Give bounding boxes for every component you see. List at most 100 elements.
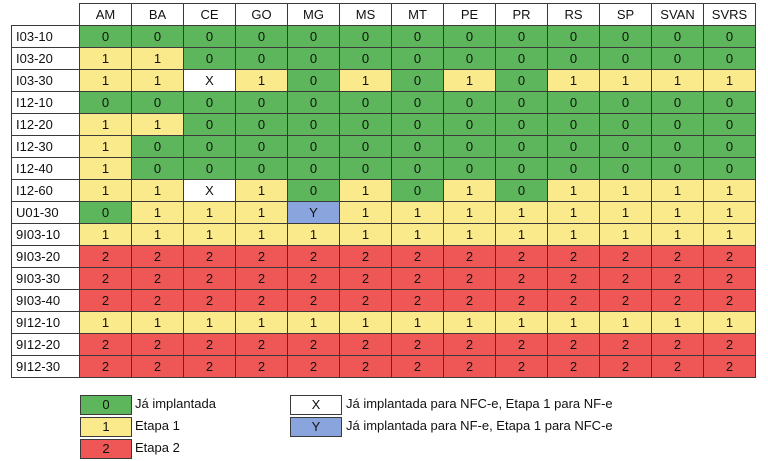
status-cell: 0 [183, 113, 236, 136]
status-cell: 0 [131, 25, 184, 48]
row-label: I12-10 [11, 91, 80, 114]
status-cell: 0 [703, 157, 756, 180]
status-cell: 2 [443, 355, 496, 378]
status-cell: 2 [651, 245, 704, 268]
status-cell: 0 [391, 135, 444, 158]
status-cell: 1 [339, 69, 392, 92]
status-cell: 2 [599, 267, 652, 290]
status-cell: 0 [339, 47, 392, 70]
status-cell: 2 [495, 355, 548, 378]
status-cell: 0 [339, 25, 392, 48]
status-cell: 2 [703, 245, 756, 268]
status-cell: 2 [131, 267, 184, 290]
status-cell: 0 [287, 91, 340, 114]
status-cell: 2 [183, 289, 236, 312]
status-cell: 2 [651, 355, 704, 378]
status-cell: 1 [651, 311, 704, 334]
column-header: BA [131, 3, 184, 26]
status-cell: 0 [495, 47, 548, 70]
status-cell: 1 [235, 311, 288, 334]
status-cell: 2 [79, 245, 132, 268]
status-cell: 2 [547, 289, 600, 312]
row-label: 9I12-30 [11, 355, 80, 378]
status-cell: 1 [547, 311, 600, 334]
status-cell: 1 [79, 157, 132, 180]
status-cell: 0 [339, 135, 392, 158]
status-cell: 0 [339, 157, 392, 180]
status-cell: 2 [235, 333, 288, 356]
status-cell: 0 [287, 135, 340, 158]
status-cell: 1 [131, 201, 184, 224]
table-row: 9I03-10 1 1 1 1 1 1 1 1 1 1 1 1 1 [11, 223, 756, 246]
status-cell: 0 [599, 47, 652, 70]
row-label: 9I03-10 [11, 223, 80, 246]
status-cell: 0 [443, 25, 496, 48]
status-cell: 2 [391, 289, 444, 312]
status-cell: 0 [443, 157, 496, 180]
status-cell: 0 [183, 47, 236, 70]
legend-swatch-y: Y [290, 417, 342, 437]
status-cell: 0 [703, 113, 756, 136]
row-label: 9I03-20 [11, 245, 80, 268]
status-cell: 0 [79, 25, 132, 48]
status-cell: 1 [495, 223, 548, 246]
status-cell: 0 [495, 69, 548, 92]
status-cell: 2 [651, 333, 704, 356]
table-row: I03-20 1 1 0 0 0 0 0 0 0 0 0 0 0 [11, 47, 756, 70]
status-cell: 1 [703, 69, 756, 92]
status-cell: 0 [391, 69, 444, 92]
status-cell: 0 [443, 135, 496, 158]
status-cell: 1 [599, 179, 652, 202]
status-cell: 2 [287, 267, 340, 290]
status-cell: 0 [495, 135, 548, 158]
status-cell: 1 [703, 201, 756, 224]
status-cell: 2 [79, 289, 132, 312]
column-header: CE [183, 3, 236, 26]
status-cell: 1 [703, 179, 756, 202]
status-cell: 0 [287, 113, 340, 136]
status-cell: 1 [443, 311, 496, 334]
status-cell: 2 [703, 333, 756, 356]
status-cell: 1 [79, 47, 132, 70]
status-cell: 2 [235, 245, 288, 268]
status-cell: X [183, 179, 236, 202]
status-cell: 1 [235, 179, 288, 202]
status-cell: 1 [287, 223, 340, 246]
status-cell: 0 [339, 113, 392, 136]
status-cell: 2 [599, 355, 652, 378]
status-cell: 0 [599, 91, 652, 114]
status-cell: 0 [599, 25, 652, 48]
table-row: I12-40 1 0 0 0 0 0 0 0 0 0 0 0 0 [11, 157, 756, 180]
status-cell: 2 [495, 333, 548, 356]
status-cell: 0 [443, 113, 496, 136]
status-cell: 0 [287, 179, 340, 202]
status-cell: 0 [495, 25, 548, 48]
status-cell: 2 [443, 289, 496, 312]
status-cell: 2 [79, 333, 132, 356]
status-cell: 1 [339, 201, 392, 224]
table-row: I12-30 1 0 0 0 0 0 0 0 0 0 0 0 0 [11, 135, 756, 158]
status-cell: 1 [547, 201, 600, 224]
status-cell: 0 [599, 157, 652, 180]
status-cell: 0 [287, 25, 340, 48]
status-cell: 1 [391, 223, 444, 246]
status-cell: 1 [651, 201, 704, 224]
table-row: 9I12-10 1 1 1 1 1 1 1 1 1 1 1 1 1 [11, 311, 756, 334]
status-cell: 2 [287, 355, 340, 378]
status-cell: 1 [131, 223, 184, 246]
row-label: I03-20 [11, 47, 80, 70]
status-cell: 1 [287, 311, 340, 334]
status-cell: 2 [495, 245, 548, 268]
status-cell: 2 [287, 289, 340, 312]
status-cell: 1 [339, 179, 392, 202]
status-cell: 2 [391, 245, 444, 268]
status-cell: 1 [79, 179, 132, 202]
status-cell: 2 [391, 333, 444, 356]
status-cell: 1 [235, 201, 288, 224]
status-cell: 2 [651, 267, 704, 290]
row-label: I12-40 [11, 157, 80, 180]
column-header: GO [235, 3, 288, 26]
legend-swatch-2: 2 [80, 439, 132, 459]
column-header: MT [391, 3, 444, 26]
status-cell: 0 [287, 157, 340, 180]
